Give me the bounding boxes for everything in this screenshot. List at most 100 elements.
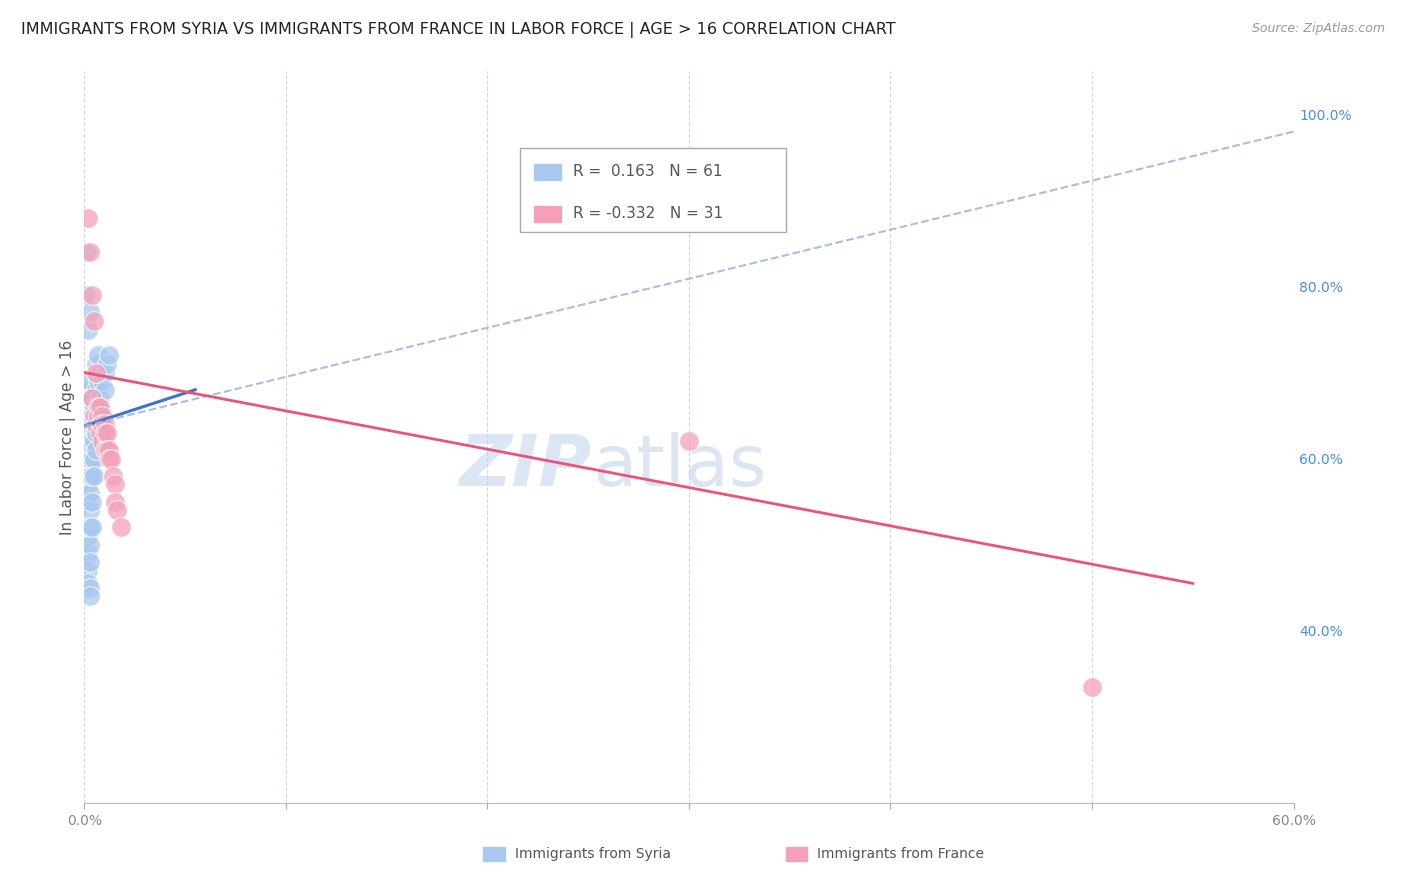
Text: Immigrants from Syria: Immigrants from Syria bbox=[515, 847, 671, 861]
Point bbox=[79, 486, 101, 500]
Point bbox=[96, 442, 118, 457]
Point bbox=[83, 400, 105, 414]
Point bbox=[1081, 680, 1104, 694]
FancyBboxPatch shape bbox=[520, 148, 786, 232]
Point bbox=[105, 503, 128, 517]
Point bbox=[87, 400, 110, 414]
Point bbox=[79, 409, 101, 423]
Point bbox=[82, 392, 104, 406]
Point bbox=[79, 581, 101, 595]
Point bbox=[87, 348, 110, 362]
Point bbox=[86, 357, 108, 371]
Text: Immigrants from France: Immigrants from France bbox=[817, 847, 984, 861]
Bar bbox=[484, 847, 505, 861]
Point bbox=[89, 409, 111, 423]
Point bbox=[86, 383, 108, 397]
Text: Source: ZipAtlas.com: Source: ZipAtlas.com bbox=[1251, 22, 1385, 36]
Point bbox=[97, 442, 120, 457]
Point bbox=[79, 434, 101, 449]
Point bbox=[91, 417, 114, 432]
Point bbox=[79, 442, 101, 457]
Point bbox=[79, 503, 101, 517]
Point bbox=[101, 468, 124, 483]
Point bbox=[87, 400, 110, 414]
Point bbox=[77, 400, 100, 414]
Point bbox=[91, 434, 114, 449]
Point bbox=[82, 468, 104, 483]
Point bbox=[79, 374, 101, 388]
Point bbox=[82, 417, 104, 432]
Point bbox=[86, 425, 108, 440]
Point bbox=[82, 434, 104, 449]
Point bbox=[79, 451, 101, 466]
Bar bbox=[786, 847, 807, 861]
Y-axis label: In Labor Force | Age > 16: In Labor Force | Age > 16 bbox=[60, 340, 76, 534]
Point bbox=[77, 425, 100, 440]
Point bbox=[77, 546, 100, 560]
Point bbox=[82, 392, 104, 406]
Point bbox=[79, 245, 101, 260]
Text: atlas: atlas bbox=[592, 432, 766, 500]
Bar bbox=[534, 163, 561, 180]
Point bbox=[97, 451, 120, 466]
Point bbox=[93, 417, 115, 432]
Point bbox=[89, 425, 111, 440]
Point bbox=[79, 555, 101, 569]
Bar bbox=[534, 206, 561, 222]
Point bbox=[89, 392, 111, 406]
Point bbox=[79, 417, 101, 432]
Point bbox=[83, 434, 105, 449]
Point bbox=[79, 468, 101, 483]
Point bbox=[93, 442, 115, 457]
Point bbox=[77, 494, 100, 508]
Point bbox=[79, 392, 101, 406]
Point bbox=[83, 451, 105, 466]
Point bbox=[83, 409, 105, 423]
Point bbox=[100, 451, 122, 466]
Point bbox=[86, 366, 108, 380]
Point bbox=[79, 538, 101, 552]
Point bbox=[79, 520, 101, 534]
Point bbox=[79, 589, 101, 603]
Point bbox=[82, 288, 104, 302]
Point bbox=[77, 576, 100, 591]
Text: IMMIGRANTS FROM SYRIA VS IMMIGRANTS FROM FRANCE IN LABOR FORCE | AGE > 16 CORREL: IMMIGRANTS FROM SYRIA VS IMMIGRANTS FROM… bbox=[21, 22, 896, 38]
Point bbox=[77, 322, 100, 336]
Point bbox=[83, 417, 105, 432]
Point bbox=[77, 442, 100, 457]
Point bbox=[91, 409, 114, 423]
Text: R = -0.332   N = 31: R = -0.332 N = 31 bbox=[572, 206, 723, 221]
Point bbox=[79, 305, 101, 319]
Point bbox=[77, 460, 100, 475]
Point bbox=[77, 477, 100, 491]
Point bbox=[104, 477, 127, 491]
Point bbox=[87, 409, 110, 423]
Point bbox=[104, 494, 127, 508]
Point bbox=[75, 417, 97, 432]
Point bbox=[86, 417, 108, 432]
Point bbox=[83, 314, 105, 328]
Point bbox=[87, 374, 110, 388]
Point bbox=[86, 442, 108, 457]
Point bbox=[93, 366, 115, 380]
Point bbox=[77, 383, 100, 397]
Point bbox=[75, 288, 97, 302]
Text: ZIP: ZIP bbox=[460, 432, 592, 500]
Point bbox=[89, 417, 111, 432]
Point bbox=[83, 468, 105, 483]
Text: R =  0.163   N = 61: R = 0.163 N = 61 bbox=[572, 164, 723, 179]
Point bbox=[82, 409, 104, 423]
Point bbox=[110, 520, 132, 534]
Point bbox=[93, 425, 115, 440]
Point bbox=[678, 434, 700, 449]
Point bbox=[91, 374, 114, 388]
Point bbox=[89, 400, 111, 414]
Point bbox=[82, 451, 104, 466]
Point bbox=[86, 409, 108, 423]
Point bbox=[79, 425, 101, 440]
Point bbox=[82, 520, 104, 534]
Point bbox=[77, 529, 100, 543]
Point bbox=[75, 245, 97, 260]
Point bbox=[77, 564, 100, 578]
Point bbox=[82, 494, 104, 508]
